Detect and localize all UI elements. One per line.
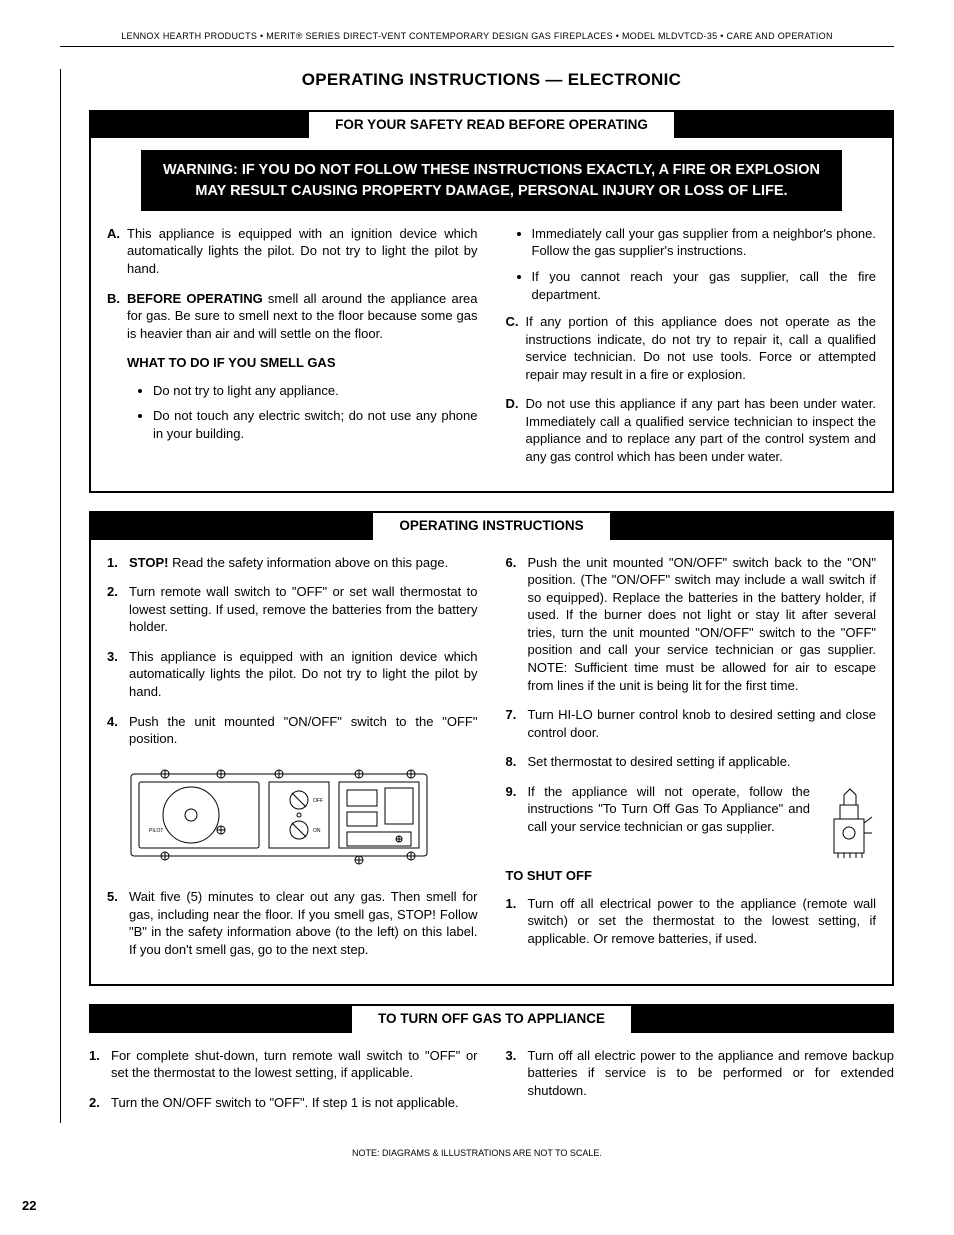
op1-rest: Read the safety information above on thi…: [169, 555, 449, 570]
marker-9: 9.: [506, 783, 528, 836]
safety-left-bullets: Do not try to light any appliance. Do no…: [107, 382, 478, 443]
turnoff-banner-label: TO TURN OFF GAS TO APPLIANCE: [352, 1006, 631, 1032]
op-step-3: 3. This appliance is equipped with an ig…: [107, 648, 478, 701]
safety-bullet: If you cannot reach your gas supplier, c…: [532, 268, 877, 303]
op7-text: Turn HI-LO burner control knob to desire…: [528, 706, 877, 741]
safety-banner-label: FOR YOUR SAFETY READ BEFORE OPERATING: [309, 112, 674, 138]
turnoff-step-3: 3. Turn off all electric power to the ap…: [506, 1047, 895, 1100]
operating-left-column: 1. STOP! Read the safety information abo…: [107, 554, 478, 971]
op1-lead: STOP!: [129, 555, 169, 570]
safety-a-text: This appliance is equipped with an ignit…: [127, 225, 478, 278]
page-title: OPERATING INSTRUCTIONS — ELECTRONIC: [89, 69, 894, 92]
page-header: LENNOX HEARTH PRODUCTS • MERIT® SERIES D…: [60, 30, 894, 47]
safety-item-a: A. This appliance is equipped with an ig…: [107, 225, 478, 278]
marker-2: 2.: [107, 583, 129, 636]
banner-bar-right: [631, 1006, 894, 1032]
shutoff1-text: Turn off all electrical power to the app…: [528, 895, 877, 948]
control-panel-diagram: PILOT OFF ON: [129, 760, 478, 875]
safety-b-lead: BEFORE OPERATING: [127, 291, 263, 306]
op8-text: Set thermostat to desired setting if app…: [528, 753, 877, 771]
op-step-4: 4. Push the unit mounted "ON/OFF" switch…: [107, 713, 478, 748]
safety-item-b: B. BEFORE OPERATING smell all around the…: [107, 290, 478, 343]
safety-section: FOR YOUR SAFETY READ BEFORE OPERATING WA…: [89, 110, 894, 493]
turnoff2-text: Turn the ON/OFF switch to "OFF". If step…: [111, 1094, 478, 1112]
svg-text:PILOT: PILOT: [149, 828, 163, 834]
banner-bar-left: [91, 112, 309, 138]
shutoff-heading: TO SHUT OFF: [506, 867, 877, 885]
marker-3: 3.: [107, 648, 129, 701]
svg-text:ON: ON: [313, 828, 321, 834]
turnoff3-text: Turn off all electric power to the appli…: [528, 1047, 895, 1100]
safety-d-text: Do not use this appliance if any part ha…: [526, 395, 877, 465]
marker-4: 4.: [107, 713, 129, 748]
marker-6: 6.: [506, 554, 528, 694]
op-step-1: 1. STOP! Read the safety information abo…: [107, 554, 478, 572]
marker-5: 5.: [107, 888, 129, 958]
footer-note: NOTE: DIAGRAMS & ILLUSTRATIONS ARE NOT T…: [60, 1141, 894, 1159]
op-step-7: 7. Turn HI-LO burner control knob to des…: [506, 706, 877, 741]
op-step-6: 6. Push the unit mounted "ON/OFF" switch…: [506, 554, 877, 694]
safety-right-column: Immediately call your gas supplier from …: [506, 225, 877, 478]
op-step-9: 9. If the appliance will not operate, fo…: [506, 783, 811, 836]
op6-text: Push the unit mounted "ON/OFF" switch ba…: [528, 554, 877, 694]
banner-bar-left: [89, 1006, 352, 1032]
turnoff-step-1: 1. For complete shut-down, turn remote w…: [89, 1047, 478, 1082]
marker-3: 3.: [506, 1047, 528, 1100]
operating-section: OPERATING INSTRUCTIONS 1. STOP! Read the…: [89, 511, 894, 986]
banner-bar-left: [91, 513, 373, 539]
turnoff-right-column: 3. Turn off all electric power to the ap…: [506, 1047, 895, 1124]
safety-banner: FOR YOUR SAFETY READ BEFORE OPERATING: [91, 112, 892, 138]
valve-diagram: [820, 783, 876, 864]
safety-bullet: Immediately call your gas supplier from …: [532, 225, 877, 260]
svg-text:OFF: OFF: [313, 798, 323, 804]
marker-d: D.: [506, 395, 526, 465]
marker-1: 1.: [506, 895, 528, 948]
operating-banner-label: OPERATING INSTRUCTIONS: [373, 513, 609, 539]
marker-c: C.: [506, 313, 526, 383]
safety-b-text: BEFORE OPERATING smell all around the ap…: [127, 290, 478, 343]
marker-8: 8.: [506, 753, 528, 771]
page-number: 22: [22, 1197, 36, 1215]
marker-a: A.: [107, 225, 127, 278]
safety-right-bullets: Immediately call your gas supplier from …: [506, 225, 877, 303]
smell-gas-heading: WHAT TO DO IF YOU SMELL GAS: [127, 354, 478, 372]
banner-bar-right: [674, 112, 892, 138]
turnoff-step-2: 2. Turn the ON/OFF switch to "OFF". If s…: [89, 1094, 478, 1112]
content-area: OPERATING INSTRUCTIONS — ELECTRONIC FOR …: [60, 69, 894, 1123]
safety-left-column: A. This appliance is equipped with an ig…: [107, 225, 478, 478]
op-step-8: 8. Set thermostat to desired setting if …: [506, 753, 877, 771]
shutoff-step-1: 1. Turn off all electrical power to the …: [506, 895, 877, 948]
operating-banner: OPERATING INSTRUCTIONS: [91, 513, 892, 539]
marker-b: B.: [107, 290, 127, 343]
marker-1: 1.: [107, 554, 129, 572]
marker-2: 2.: [89, 1094, 111, 1112]
turnoff1-text: For complete shut-down, turn remote wall…: [111, 1047, 478, 1082]
operating-right-column: 6. Push the unit mounted "ON/OFF" switch…: [506, 554, 877, 971]
op-step-5: 5. Wait five (5) minutes to clear out an…: [107, 888, 478, 958]
safety-bullet: Do not touch any electric switch; do not…: [153, 407, 478, 442]
turnoff-section: TO TURN OFF GAS TO APPLIANCE 1. For comp…: [89, 1004, 894, 1123]
op-step-2: 2. Turn remote wall switch to "OFF" or s…: [107, 583, 478, 636]
banner-bar-right: [610, 513, 892, 539]
safety-item-c: C. If any portion of this appliance does…: [506, 313, 877, 383]
warning-box: WARNING: IF YOU DO NOT FOLLOW THESE INST…: [141, 150, 842, 211]
safety-c-text: If any portion of this appliance does no…: [526, 313, 877, 383]
turnoff-banner: TO TURN OFF GAS TO APPLIANCE: [89, 1006, 894, 1032]
safety-item-d: D. Do not use this appliance if any part…: [506, 395, 877, 465]
op2-text: Turn remote wall switch to "OFF" or set …: [129, 583, 478, 636]
turnoff-left-column: 1. For complete shut-down, turn remote w…: [89, 1047, 478, 1124]
op3-text: This appliance is equipped with an ignit…: [129, 648, 478, 701]
marker-7: 7.: [506, 706, 528, 741]
marker-1: 1.: [89, 1047, 111, 1082]
op9-text: If the appliance will not operate, follo…: [528, 783, 811, 836]
op5-text: Wait five (5) minutes to clear out any g…: [129, 888, 478, 958]
safety-bullet: Do not try to light any appliance.: [153, 382, 478, 400]
op4-text: Push the unit mounted "ON/OFF" switch to…: [129, 713, 478, 748]
